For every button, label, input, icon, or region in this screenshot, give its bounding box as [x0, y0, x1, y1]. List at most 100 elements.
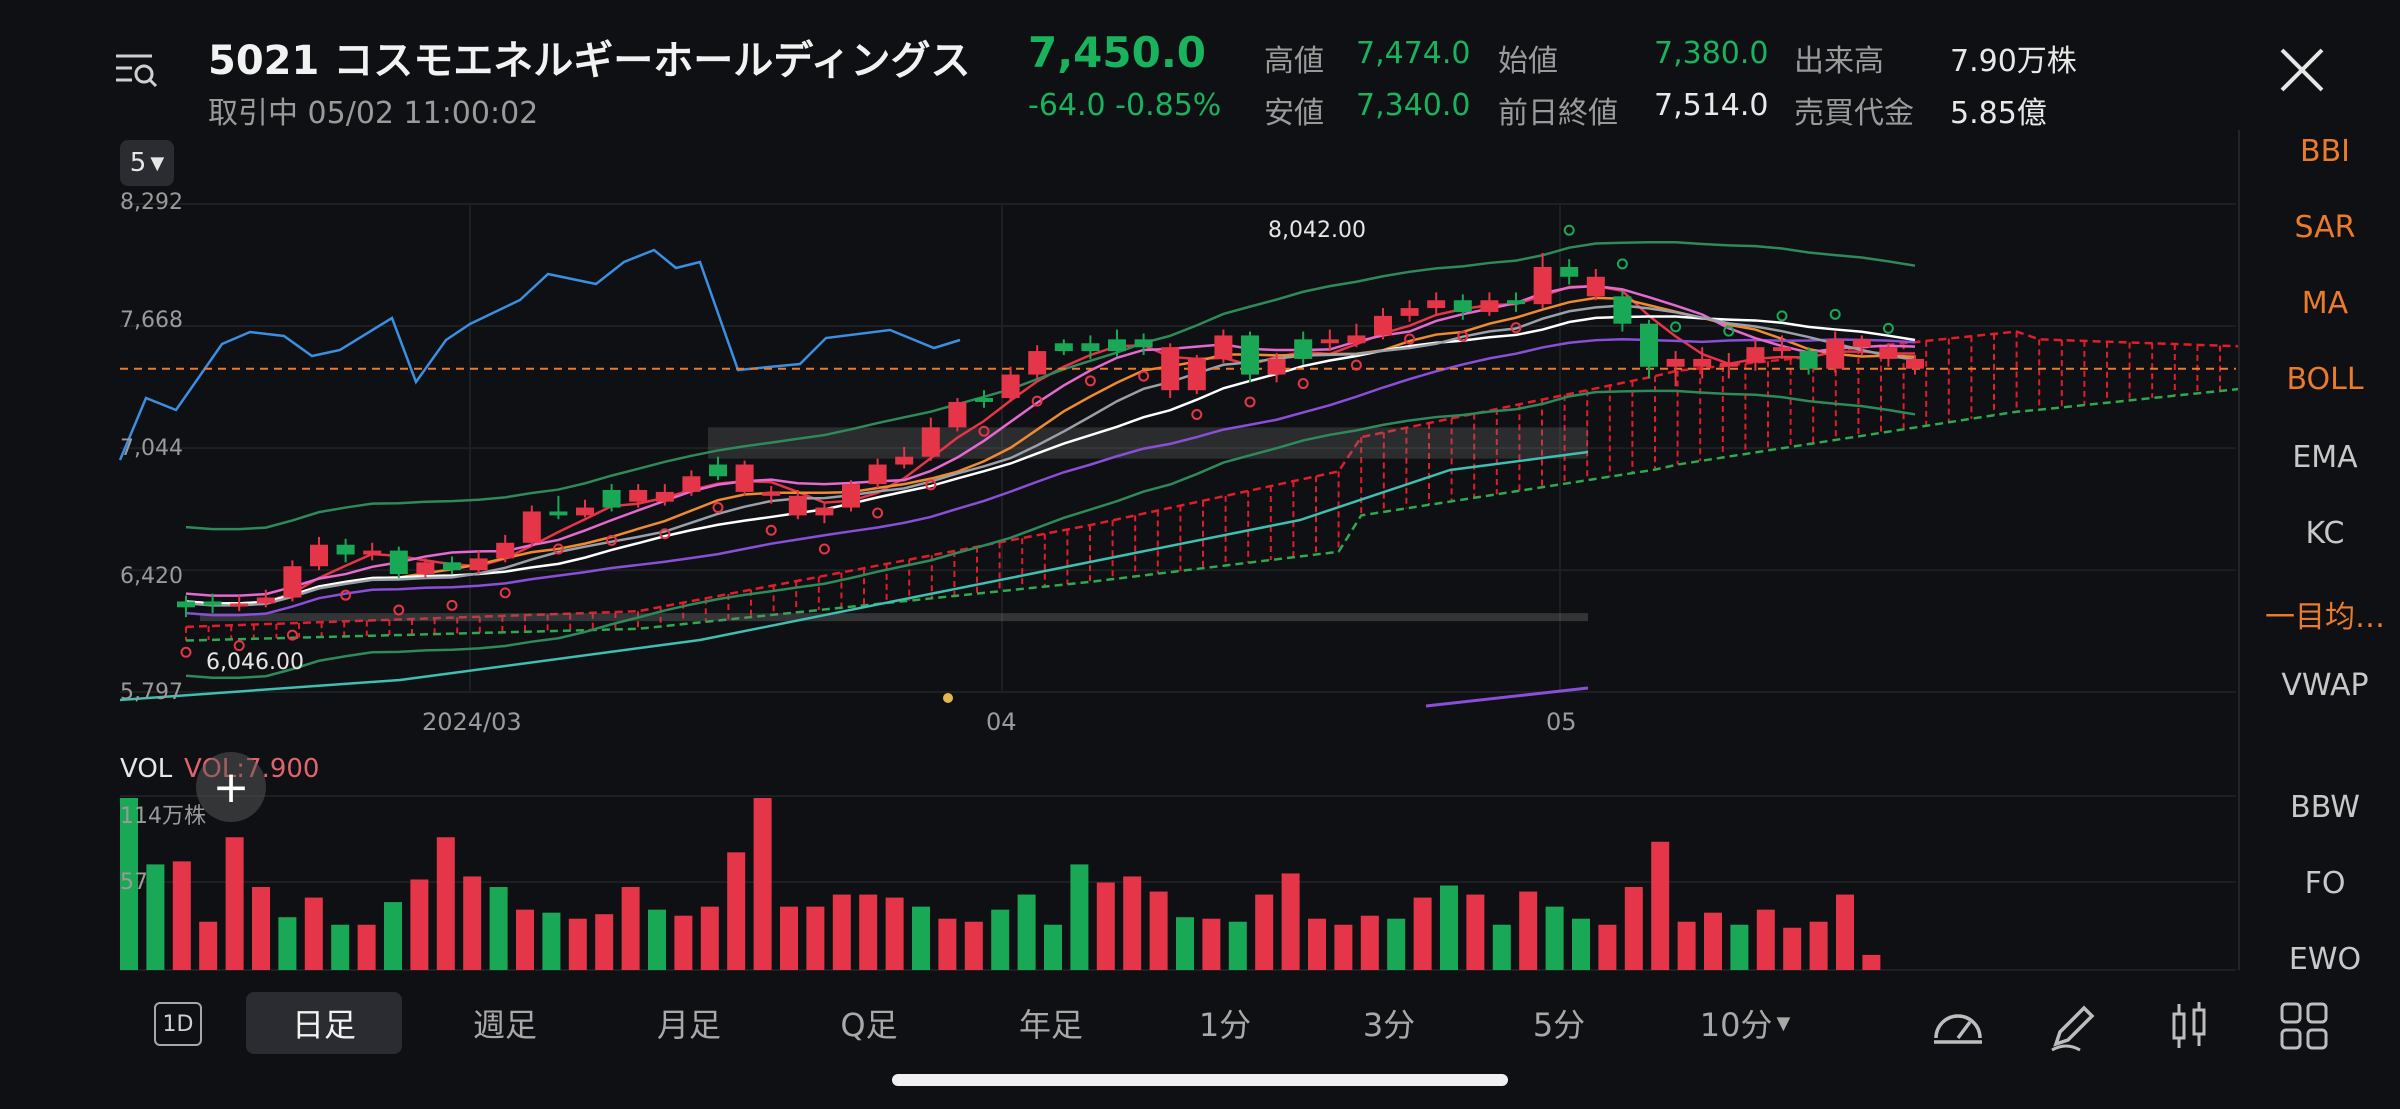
low-marker: 6,046.00: [206, 650, 304, 675]
speedometer-icon[interactable]: [1930, 998, 1986, 1054]
menu-search-icon[interactable]: [112, 46, 160, 94]
candle-body: [469, 558, 488, 571]
volume-bar: [780, 906, 798, 970]
tab-monthly[interactable]: 月足: [656, 1006, 721, 1044]
volume-bar: [832, 894, 851, 970]
y-tick-label: 7,668: [120, 308, 183, 333]
candle-body: [868, 464, 887, 485]
high-marker: 8,042.00: [1268, 218, 1366, 243]
volume-bar: [489, 887, 508, 970]
volume-bar: [1413, 897, 1432, 970]
y-tick-label: 8,292: [120, 190, 183, 215]
candle-body: [1746, 347, 1765, 363]
price-chart[interactable]: [0, 0, 2240, 980]
indicator-kc[interactable]: KC: [2305, 516, 2345, 551]
caret-down-icon: ▼: [1776, 1012, 1791, 1034]
kijun-line: [119, 450, 1589, 702]
candle-body: [1241, 335, 1259, 375]
volume-bar: [1704, 912, 1722, 970]
indicator-ma[interactable]: MA: [2301, 286, 2349, 321]
tab-quarterly[interactable]: Q足: [840, 1006, 898, 1044]
boll-upper-line: [185, 240, 1916, 531]
volume-bar: [1202, 918, 1221, 970]
grid-layout-icon[interactable]: [2276, 998, 2332, 1054]
volume-bar: [278, 917, 297, 970]
candle-body: [1453, 300, 1472, 312]
candle-body: [310, 544, 328, 567]
tab-daily[interactable]: 日足: [246, 992, 402, 1054]
sar-dot: [446, 599, 458, 611]
candle-body: [1507, 300, 1525, 305]
stat-high-label: 高値: [1264, 44, 1324, 79]
x-tick-label: 04: [986, 708, 1017, 736]
volume-bar: [357, 924, 376, 970]
volume-bar: [1809, 921, 1828, 970]
volume-bar: [120, 798, 138, 970]
stat-turnover-value: 5.85億: [1950, 96, 2047, 131]
sar-dot: [872, 507, 884, 519]
sar-dot: [393, 604, 405, 616]
tab-10min[interactable]: 10分 ▼: [1680, 992, 1810, 1054]
volume-bar: [700, 906, 719, 970]
stat-volume-label: 出来高: [1794, 44, 1884, 79]
period-selector[interactable]: 5 ▼: [120, 140, 174, 186]
volume-bar: [146, 864, 165, 970]
volume-bar: [1862, 954, 1881, 970]
tab-1min[interactable]: 1分: [1198, 1006, 1252, 1044]
sar-dot: [765, 524, 777, 536]
candle-body: [842, 484, 860, 508]
pen-draw-icon[interactable]: [2046, 998, 2102, 1054]
sar-dot: [1510, 322, 1522, 334]
sar-dot: [1191, 408, 1203, 420]
tab-3min[interactable]: 3分: [1362, 1006, 1416, 1044]
volume-bar: [1149, 891, 1168, 970]
sar-dot: [552, 543, 564, 555]
candle-body: [655, 491, 674, 502]
candle-body: [1400, 308, 1419, 316]
candlestick-settings-icon[interactable]: [2162, 998, 2218, 1054]
candle-body: [1134, 339, 1153, 348]
tab-yearly[interactable]: 年足: [1018, 1006, 1083, 1044]
candle-body: [177, 601, 195, 608]
sar-dot: [1457, 330, 1469, 342]
indicator-bbw[interactable]: BBW: [2290, 790, 2360, 825]
volume-bar: [331, 924, 350, 970]
tab-5min[interactable]: 5分: [1532, 1006, 1586, 1044]
close-icon[interactable]: [2276, 44, 2328, 96]
candle-body: [602, 489, 621, 508]
candle-body: [389, 550, 408, 575]
volume-bar: [674, 915, 693, 970]
sar-dot: [1404, 333, 1416, 345]
candle-body: [203, 601, 222, 606]
stat-open-label: 始値: [1498, 44, 1558, 79]
indicator-bbi[interactable]: BBI: [2299, 134, 2350, 169]
volume-bar: [1176, 917, 1194, 970]
sar-dot: [180, 646, 192, 658]
indicator-ewo[interactable]: EWO: [2288, 942, 2362, 977]
candle-body: [1480, 300, 1499, 312]
tab-1d[interactable]: 1D: [154, 1002, 202, 1046]
indicator-fo[interactable]: FO: [2304, 866, 2346, 901]
candle-body: [283, 566, 302, 598]
indicator-sar[interactable]: SAR: [2294, 210, 2356, 245]
volume-max-label: 114万株: [120, 804, 206, 829]
price-change: -64.0 -0.85%: [1028, 88, 1222, 123]
candle-body: [416, 562, 435, 575]
candle-body: [1187, 358, 1206, 391]
price-zone-band: [200, 613, 1588, 622]
indicator-boll[interactable]: BOLL: [2286, 362, 2364, 397]
indicator-vwap[interactable]: VWAP: [2281, 668, 2369, 703]
volume-bar: [859, 894, 878, 970]
indicator-ichimoku[interactable]: 一目均…: [2265, 600, 2385, 635]
crosshair-plus-icon[interactable]: +: [196, 752, 266, 822]
stat-low-value: 7,340.0: [1356, 88, 1471, 123]
candle-body: [1693, 358, 1712, 367]
stat-low-label: 安値: [1264, 96, 1324, 131]
candle-body: [1826, 339, 1845, 369]
tab-weekly[interactable]: 週足: [472, 1006, 537, 1044]
candle-body: [1294, 339, 1313, 359]
volume-bar: [1440, 885, 1458, 970]
indicator-ema[interactable]: EMA: [2292, 440, 2358, 475]
sar-dot: [659, 528, 671, 540]
volume-bar: [542, 912, 561, 970]
